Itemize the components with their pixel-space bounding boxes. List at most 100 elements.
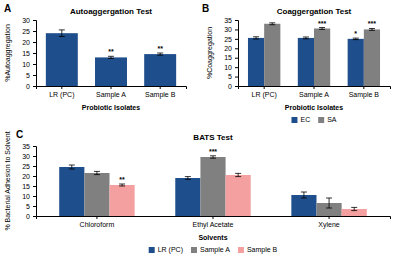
- y-tick-mark: [235, 58, 238, 59]
- y-tick: 0: [26, 83, 36, 90]
- bar: [46, 33, 78, 86]
- title: Autoaggergation Test: [70, 7, 152, 16]
- y-tick-label: 30: [22, 153, 30, 160]
- y-tick-mark: [33, 196, 36, 197]
- significance-label: *: [354, 30, 357, 37]
- y-tick-label: 0: [26, 83, 30, 90]
- error-bar-cap: [253, 39, 259, 40]
- x-tick-mark: [329, 216, 330, 219]
- error-bar-stem: [303, 192, 304, 198]
- y-tick: 5: [26, 203, 36, 210]
- error-bar-cap: [94, 174, 100, 175]
- y-tick-label: 15: [22, 183, 30, 190]
- y-tick: 0: [26, 213, 36, 220]
- y-tick-mark: [33, 86, 36, 87]
- error-bar-cap: [319, 29, 325, 30]
- error-bar-cap: [369, 28, 375, 29]
- x-axis: ChloroformEthyl AcetateXylene: [37, 216, 391, 229]
- y-tick: 20: [22, 39, 36, 46]
- y-tick-label: 25: [22, 28, 30, 35]
- y-tick: 30: [224, 26, 238, 33]
- y-tick-label: 0: [228, 83, 232, 90]
- error-bar-cap: [326, 198, 332, 199]
- x-tick-mark: [96, 216, 97, 219]
- error-bar-stem: [238, 173, 239, 176]
- bar-series: [46, 30, 176, 86]
- y-tick: 25: [22, 28, 36, 35]
- error-bar-cap: [69, 169, 75, 170]
- y-axis-line: [235, 21, 239, 87]
- bar: [314, 28, 330, 86]
- error-bar: [235, 173, 241, 176]
- legend-swatch: [191, 247, 197, 253]
- x-axis-line: [37, 87, 187, 90]
- x-axis: LR (PC)Sample ASample B: [239, 86, 391, 99]
- error-bar-cap: [326, 208, 332, 209]
- y-tick-mark: [33, 75, 36, 76]
- error-bar-cap: [69, 165, 75, 166]
- error-bar-cap: [108, 58, 114, 59]
- error-bar: [185, 177, 191, 180]
- y-tick: 35: [224, 17, 238, 24]
- error-bar: [69, 165, 75, 169]
- x-tick-label: Sample A: [299, 91, 329, 99]
- x-tick-label: LR (PC): [49, 91, 74, 99]
- y-tick: 35: [22, 143, 36, 150]
- plot-area: [59, 156, 367, 216]
- error-bar: [303, 37, 309, 39]
- error-bar-stem: [96, 171, 97, 174]
- y-tick-label: 0: [26, 213, 30, 220]
- error-bar-cap: [157, 55, 163, 56]
- legend: LR (PC)Sample ASample B: [149, 246, 278, 254]
- y-tick-mark: [33, 20, 36, 21]
- error-bar-cap: [94, 171, 100, 172]
- panel: 05101520253035ChloroformEthyl AcetateXyl…: [4, 129, 391, 254]
- x-tick: Sample A: [96, 86, 126, 99]
- legend-label: EC: [300, 116, 310, 123]
- title: Coaggergation Test: [277, 7, 352, 16]
- y-tick-label: 25: [224, 36, 232, 43]
- y-tick-mark: [235, 20, 238, 21]
- error-bar-cap: [353, 39, 359, 40]
- error-bar: [353, 38, 359, 40]
- y-tick-mark: [235, 67, 238, 68]
- plot-area: [248, 23, 380, 86]
- error-bar-stem: [61, 30, 62, 37]
- x-tick: Ethyl Acetate: [193, 216, 234, 229]
- legend-swatch: [291, 117, 297, 123]
- legend-item: LR (PC): [149, 246, 183, 254]
- y-axis-line: [33, 147, 37, 217]
- x-tick: Sample B: [349, 86, 380, 99]
- error-bar-cap: [157, 53, 163, 54]
- y-tick-label: 5: [26, 72, 30, 79]
- y-tick-label: 35: [22, 143, 30, 150]
- significance-label: **: [157, 45, 163, 52]
- error-bar: [253, 37, 259, 39]
- y-axis: 051015202530: [22, 17, 36, 90]
- y-tick: 20: [224, 45, 238, 52]
- legend-label: Sample B: [247, 246, 278, 254]
- bar-series: [110, 173, 367, 216]
- error-bar-cap: [353, 38, 359, 39]
- bar-series: [59, 165, 316, 216]
- significance-label: ***: [318, 20, 326, 27]
- error-bar-cap: [301, 192, 307, 193]
- y-tick: 30: [22, 17, 36, 24]
- panel: 05101520253035LR (PC)Sample ASample B***…: [202, 3, 391, 123]
- error-bar-cap: [59, 29, 65, 30]
- x-tick: LR (PC): [49, 86, 74, 99]
- x-tick-mark: [363, 86, 364, 89]
- y-tick-mark: [235, 39, 238, 40]
- y-tick-mark: [235, 86, 238, 87]
- bar-series: [84, 156, 341, 216]
- legend-label: LR (PC): [158, 246, 183, 254]
- bar: [348, 39, 364, 86]
- error-bar-cap: [303, 38, 309, 39]
- error-bar: [301, 192, 307, 198]
- y-tick: 10: [22, 193, 36, 200]
- error-bar: [369, 28, 375, 30]
- y-tick-label: 35: [224, 17, 232, 24]
- x-tick-label: Sample A: [96, 91, 126, 99]
- title: BATS Test: [193, 133, 233, 142]
- y-tick-mark: [33, 206, 36, 207]
